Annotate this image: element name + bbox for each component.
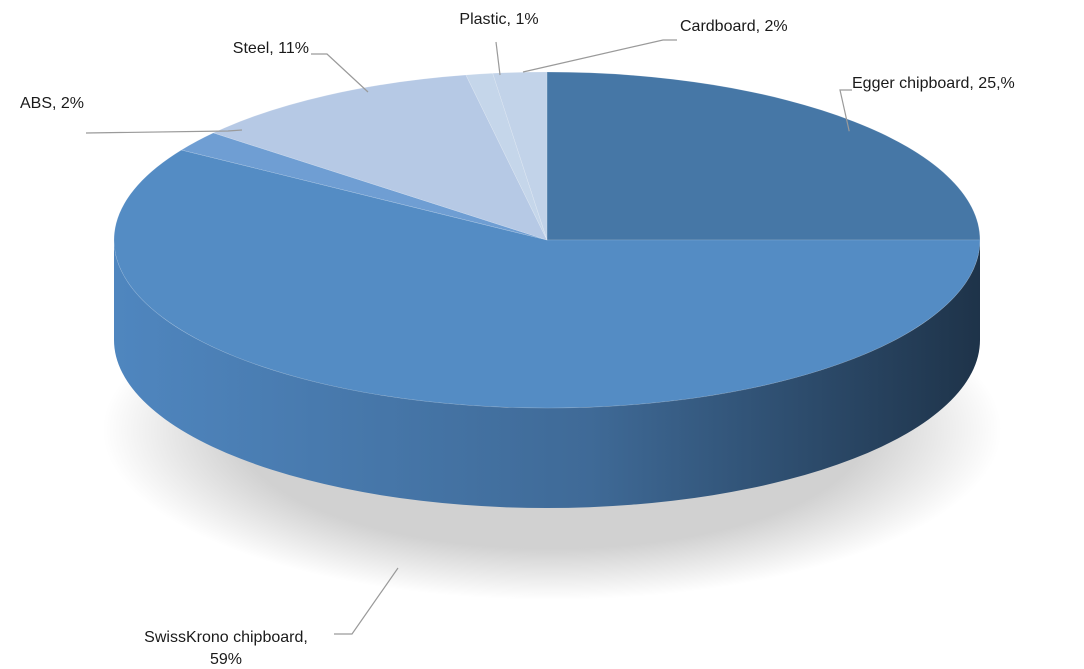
pie-slice-egger-chipboard	[546, 71, 981, 241]
leader-line-abs	[85, 129, 243, 134]
data-label-line: Cardboard, 2%	[680, 18, 788, 35]
data-label-egger-chipboard: Egger chipboard, 25,%	[852, 75, 1015, 92]
data-label-line: Plastic, 1%	[459, 11, 538, 28]
data-label-abs: ABS, 2%	[20, 95, 84, 112]
data-label-line: ABS, 2%	[20, 95, 84, 112]
data-label-swisskrono-chipboard: SwissKrono chipboard, 59%	[144, 629, 308, 668]
pie-slice-swisskrono-chipboard	[113, 149, 981, 409]
data-label-plastic: Plastic, 1%	[459, 11, 538, 28]
data-label-cardboard: Cardboard, 2%	[680, 18, 788, 35]
leader-line-plastic	[495, 41, 501, 76]
pie-slice-steel	[212, 74, 548, 241]
data-label-line: Steel, 11%	[233, 40, 309, 57]
pie-slice-abs	[180, 132, 548, 241]
data-label-line: SwissKrono chipboard,	[144, 629, 308, 646]
data-label-line: 59%	[210, 651, 242, 668]
data-label-steel: Steel, 11%	[233, 40, 309, 57]
leader-line-cardboard	[522, 39, 677, 73]
data-label-line: Egger chipboard, 25,%	[852, 75, 1015, 92]
pie-slice-cardboard	[492, 71, 548, 241]
pie-side-wall	[114, 240, 980, 508]
leader-line-egger-chipboard	[839, 89, 852, 132]
leader-line-swisskrono-chipboard	[334, 567, 399, 635]
pie-slice-plastic	[465, 72, 548, 241]
leader-line-steel	[311, 53, 369, 93]
